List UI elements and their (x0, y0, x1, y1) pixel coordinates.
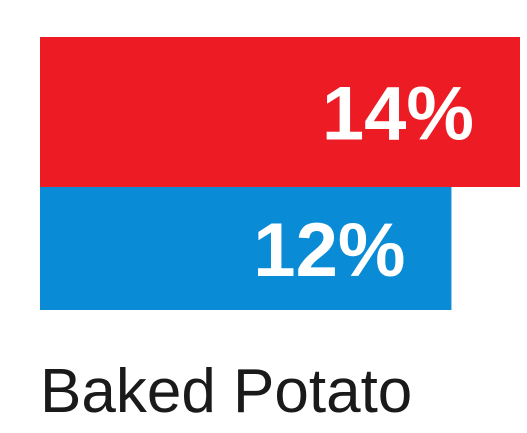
bar-1-value-label: 14% (322, 71, 474, 156)
bar-2 (40, 187, 452, 310)
bar-2-value-label: 12% (253, 208, 405, 293)
bars-group (40, 37, 520, 310)
bar-labels-group: 14% 12% (253, 71, 474, 292)
category-label: Baked Potato (40, 357, 412, 426)
bar-1 (40, 37, 520, 187)
